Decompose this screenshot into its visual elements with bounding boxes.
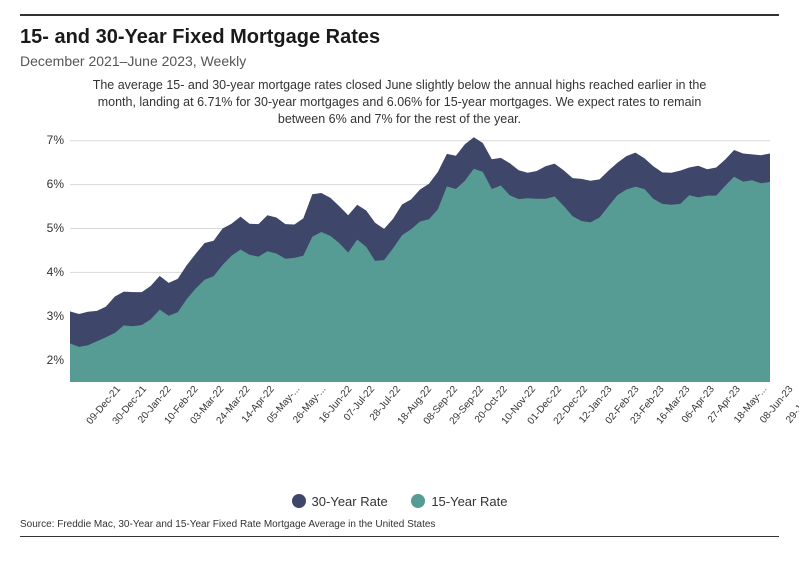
y-tick-label: 6% [47,177,64,191]
y-tick-label: 4% [47,265,64,279]
y-tick-label: 5% [47,221,64,235]
legend-item-15yr: 15-Year Rate [411,494,507,509]
y-tick-label: 7% [47,133,64,147]
bottom-rule [20,536,779,537]
chart-container: 15- and 30-Year Fixed Mortgage Rates Dec… [0,0,799,575]
legend-label-15yr: 15-Year Rate [431,494,507,509]
y-axis: 2% 3% 4% 5% 6% 7% [20,132,70,382]
chart-area: 2% 3% 4% 5% 6% 7% 09-Dec-2130-Dec-2120-Jan-22… [20,132,779,432]
x-axis: 09-Dec-2130-Dec-2120-Jan-2210-Feb-2203-M… [70,384,770,432]
legend-item-30yr: 30-Year Rate [292,494,388,509]
legend: 30-Year Rate 15-Year Rate [20,494,779,512]
chart-subtitle: December 2021–June 2023, Weekly [20,53,779,69]
y-tick-label: 3% [47,309,64,323]
chart-description: The average 15- and 30-year mortgage rat… [20,77,779,128]
legend-swatch-15yr [411,494,425,508]
source-text: Source: Freddie Mac, 30-Year and 15-Year… [20,519,779,530]
chart-title: 15- and 30-Year Fixed Mortgage Rates [20,26,779,49]
legend-label-30yr: 30-Year Rate [312,494,388,509]
area-chart-svg [70,132,770,382]
legend-swatch-30yr [292,494,306,508]
top-rule [20,14,779,16]
y-tick-label: 2% [47,353,64,367]
